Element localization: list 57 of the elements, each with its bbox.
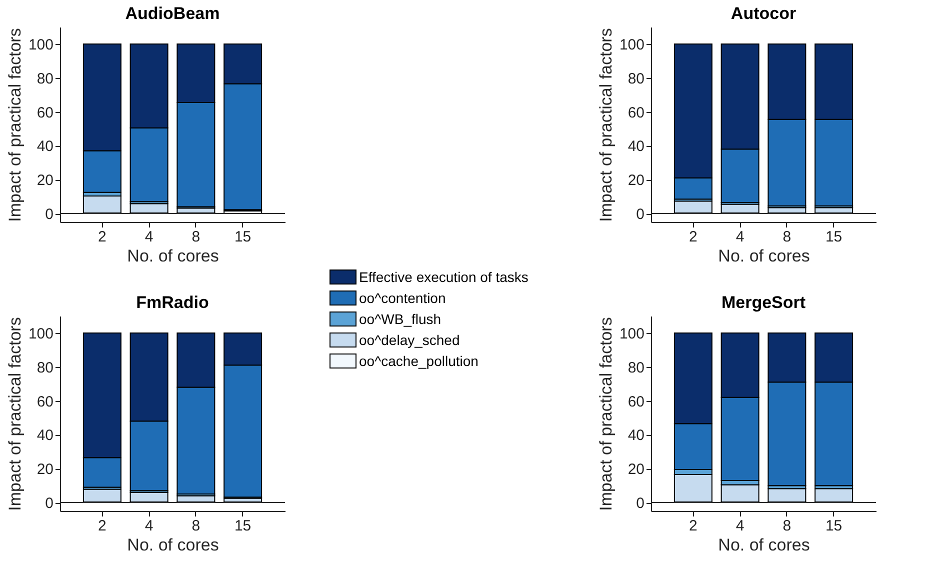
x-tick-label: 4 <box>144 518 154 534</box>
y-tick-label: 40 <box>628 427 644 444</box>
x-tick-label: 2 <box>689 518 698 534</box>
y-tick-label: 0 <box>636 206 644 224</box>
x-tick-label: 2 <box>98 228 106 246</box>
y-tick-label: 40 <box>36 427 54 444</box>
x-axis-title: No. of cores <box>718 536 810 554</box>
y-tick-label: 100 <box>28 325 54 342</box>
x-tick-label: 15 <box>825 228 842 246</box>
y-axis-title: Impact of practical factors <box>5 28 24 222</box>
chart-title: AudioBeam <box>125 4 220 23</box>
x-tick-label: 4 <box>736 518 744 534</box>
y-tick-label: 0 <box>636 495 644 512</box>
x-axis-title: No. of cores <box>127 246 219 266</box>
x-tick-label: 8 <box>782 228 792 246</box>
y-tick-label: 80 <box>628 359 644 376</box>
x-tick-label: 15 <box>825 518 842 534</box>
chart-title: Autocor <box>730 4 796 23</box>
x-axis-title: No. of cores <box>127 536 219 554</box>
x-axis-title: No. of cores <box>718 246 810 266</box>
y-axis-title: Impact of practical factors <box>5 317 24 511</box>
y-tick-label: 20 <box>628 461 644 478</box>
y-tick-label: 40 <box>628 138 644 156</box>
y-tick-label: 80 <box>36 70 54 88</box>
y-tick-label: 0 <box>45 495 54 512</box>
y-tick-label: 80 <box>628 70 644 88</box>
y-tick-label: 0 <box>45 206 54 224</box>
y-axis-title: Impact of practical factors <box>596 317 616 511</box>
y-tick-label: 60 <box>36 393 54 410</box>
y-tick-label: 100 <box>619 325 644 342</box>
y-tick-label: 100 <box>28 36 54 54</box>
y-tick-label: 40 <box>36 138 54 156</box>
chart-title: MergeSort <box>721 293 806 312</box>
x-tick-label: 4 <box>144 228 154 246</box>
x-tick-label: 8 <box>192 518 200 534</box>
chart-title: FmRadio <box>136 293 209 312</box>
x-tick-label: 8 <box>782 518 792 534</box>
legend-label: oo^delay_sched <box>359 332 460 348</box>
y-tick-label: 60 <box>628 393 644 410</box>
legend-label: oo^WB_flush <box>359 311 442 327</box>
legend-label: oo^cache_pollution <box>359 353 478 369</box>
y-tick-label: 20 <box>36 172 54 190</box>
legend-label: oo^contention <box>359 290 446 306</box>
y-tick-label: 80 <box>36 359 54 376</box>
x-tick-label: 2 <box>689 228 698 246</box>
y-tick-label: 20 <box>628 172 644 190</box>
y-tick-label: 60 <box>36 104 54 122</box>
y-tick-label: 60 <box>628 104 644 122</box>
x-tick-label: 8 <box>192 228 200 246</box>
x-tick-label: 15 <box>234 228 252 246</box>
x-tick-label: 2 <box>98 518 106 534</box>
y-axis-title: Impact of practical factors <box>596 28 616 222</box>
legend-label: Effective execution of tasks <box>359 269 528 285</box>
y-tick-label: 20 <box>36 461 54 478</box>
x-tick-label: 15 <box>234 518 252 534</box>
y-tick-label: 100 <box>619 36 644 54</box>
x-tick-label: 4 <box>736 228 744 246</box>
